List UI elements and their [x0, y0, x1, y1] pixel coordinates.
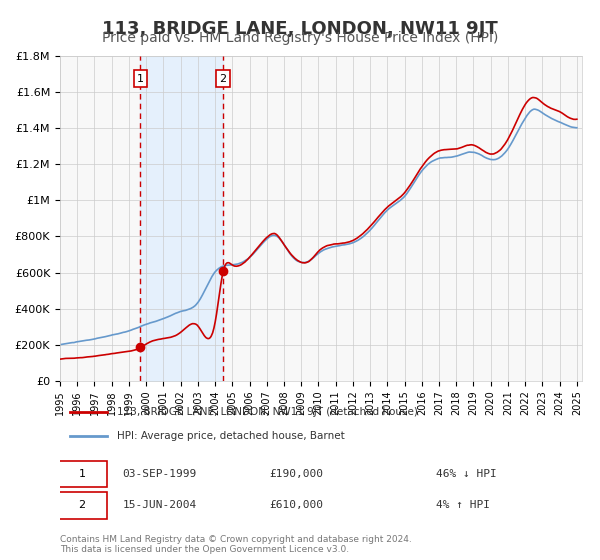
Text: £610,000: £610,000: [269, 501, 323, 510]
Text: 1: 1: [137, 74, 144, 84]
Text: 03-SEP-1999: 03-SEP-1999: [122, 469, 197, 479]
Text: 113, BRIDGE LANE, LONDON, NW11 9JT (detached house): 113, BRIDGE LANE, LONDON, NW11 9JT (deta…: [118, 408, 418, 418]
Text: 4% ↑ HPI: 4% ↑ HPI: [436, 501, 490, 510]
Text: 15-JUN-2004: 15-JUN-2004: [122, 501, 197, 510]
Text: £190,000: £190,000: [269, 469, 323, 479]
FancyBboxPatch shape: [58, 492, 107, 519]
Text: 2: 2: [220, 74, 227, 84]
Text: 1: 1: [79, 469, 85, 479]
FancyBboxPatch shape: [58, 460, 107, 487]
Text: Price paid vs. HM Land Registry's House Price Index (HPI): Price paid vs. HM Land Registry's House …: [102, 31, 498, 45]
Text: 113, BRIDGE LANE, LONDON, NW11 9JT: 113, BRIDGE LANE, LONDON, NW11 9JT: [102, 20, 498, 38]
Text: Contains HM Land Registry data © Crown copyright and database right 2024.
This d: Contains HM Land Registry data © Crown c…: [60, 535, 412, 554]
Text: 46% ↓ HPI: 46% ↓ HPI: [436, 469, 497, 479]
Text: 2: 2: [79, 501, 85, 510]
Text: HPI: Average price, detached house, Barnet: HPI: Average price, detached house, Barn…: [118, 431, 345, 441]
